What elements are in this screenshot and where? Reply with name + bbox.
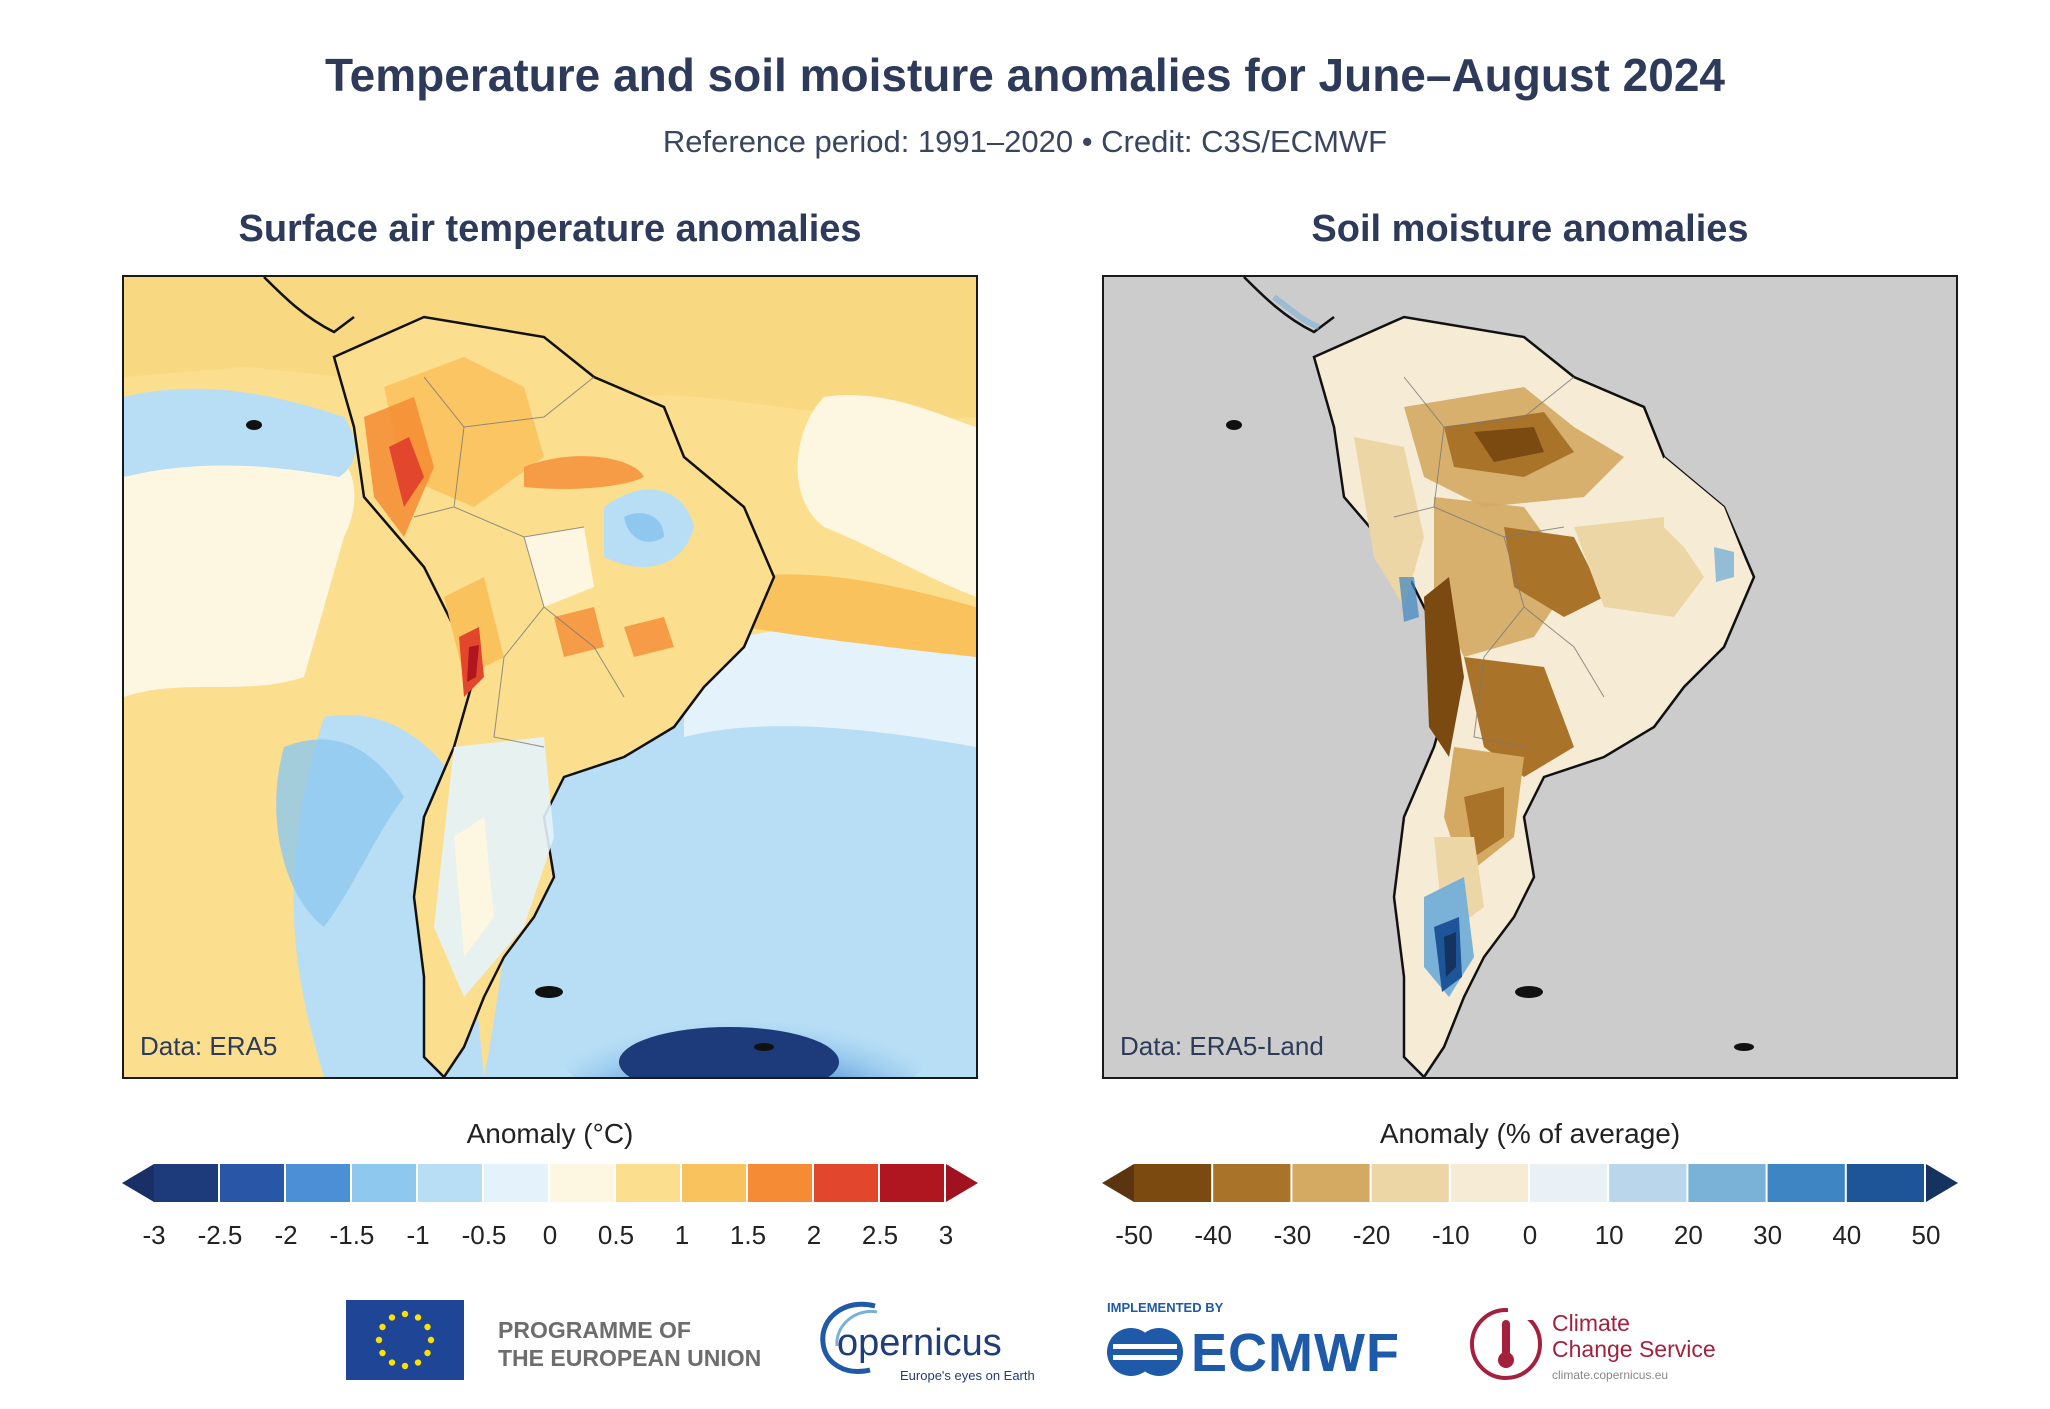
- soil-colorbar-tick-label: -50: [1115, 1220, 1153, 1250]
- soil-colorbar-tick-label: -10: [1432, 1220, 1470, 1250]
- copernicus-logo: opernicus Europe's eyes on Earth: [815, 1298, 1045, 1388]
- dry-anomaly-andes: [1424, 577, 1464, 757]
- temperature-colorbar-tick-label: -3: [142, 1220, 166, 1250]
- soil-colorbar-swatch: [1688, 1164, 1766, 1202]
- soil-colorbar-swatch: [1292, 1164, 1370, 1202]
- soil-panel-title: Soil moisture anomalies: [1311, 208, 1749, 250]
- eu-star-icon: [388, 1314, 396, 1321]
- temperature-colorbar-swatch: [220, 1164, 284, 1202]
- c3s-url: climate.copernicus.eu: [1552, 1368, 1669, 1382]
- temperature-colorbar-tick-label: 2.5: [861, 1220, 899, 1250]
- temperature-colorbar-tick-label: -1.5: [329, 1220, 375, 1250]
- temperature-colorbar-swatch: [154, 1164, 218, 1202]
- pale-pacific-region: [124, 437, 355, 697]
- eu-star-icon: [427, 1336, 435, 1344]
- eu-star-icon: [401, 1310, 409, 1318]
- temperature-colorbar-swatch: [616, 1164, 680, 1202]
- eu-star-icon: [375, 1336, 383, 1344]
- temperature-colorbar-swatch: [814, 1164, 878, 1202]
- eu-flag-logo: [346, 1300, 464, 1380]
- eu-star-icon: [388, 1359, 396, 1366]
- temperature-colorbar-title: Anomaly (°C): [466, 1118, 634, 1149]
- main-title: Temperature and soil moisture anomalies …: [325, 49, 1725, 101]
- soil-colorbar-swatch: [1450, 1164, 1528, 1202]
- soil-colorbar-swatch: [1213, 1164, 1291, 1202]
- cool-pacific-band: [124, 388, 356, 477]
- temperature-colorbar-tick-label: 1.5: [729, 1220, 767, 1250]
- implemented-by-text: IMPLEMENTED BY: [1107, 1300, 1224, 1315]
- ecmwf-emblem-icon: [1107, 1328, 1183, 1376]
- temperature-colorbar: [122, 1164, 978, 1202]
- soil-moisture-colorbar: [1102, 1164, 1958, 1202]
- c3s-line2: Change Service: [1552, 1336, 1716, 1362]
- ecmwf-wordmark: ECMWF: [1191, 1323, 1400, 1383]
- temperature-panel-title: Surface air temperature anomalies: [238, 208, 862, 250]
- temperature-data-source: Data: ERA5: [140, 1031, 278, 1061]
- pale-ocean-region: [797, 394, 976, 597]
- soil-colorbar-tick-label: -20: [1352, 1220, 1391, 1250]
- eu-text-line2: THE EUROPEAN UNION: [498, 1345, 762, 1371]
- soil-colorbar-title: Anomaly (% of average): [1379, 1118, 1681, 1149]
- temperature-colorbar-tick-label: -2.5: [197, 1220, 243, 1250]
- temperature-colorbar-swatch: [682, 1164, 746, 1202]
- soil-colorbar-tick-label: 40: [1832, 1220, 1862, 1250]
- eu-text-line1: PROGRAMME OF: [498, 1317, 691, 1343]
- temperature-colorbar-swatch: [418, 1164, 482, 1202]
- temperature-colorbar-tick-label: -1: [406, 1220, 430, 1250]
- eu-programme-text: PROGRAMME OF THE EUROPEAN UNION: [498, 1316, 761, 1372]
- soil-colorbar-swatch: [1767, 1164, 1845, 1202]
- temperature-colorbar-tick-label: -2: [274, 1220, 298, 1250]
- soil-colorbar-swatch: [1371, 1164, 1449, 1202]
- temperature-colorbar-tick-label: 2: [806, 1220, 822, 1250]
- temperature-colorbar-swatch: [550, 1164, 614, 1202]
- soil-data-source: Data: ERA5-Land: [1120, 1031, 1324, 1061]
- copernicus-swoosh-icon: [820, 1301, 878, 1374]
- soil-colorbar-swatch: [1530, 1164, 1608, 1202]
- eu-star-icon: [401, 1362, 409, 1370]
- temperature-colorbar-tick-label: -0.5: [461, 1220, 507, 1250]
- soil-colorbar-tick-label: 30: [1753, 1220, 1783, 1250]
- eu-star-icon: [424, 1323, 431, 1331]
- ecmwf-logo: IMPLEMENTED BY ECMWF: [1105, 1300, 1425, 1390]
- copernicus-wordmark: opernicus: [837, 1322, 1002, 1364]
- soil-colorbar-tick-label: -40: [1194, 1220, 1232, 1250]
- soil-colorbar-swatch: [1846, 1164, 1924, 1202]
- temperature-colorbar-tick-label: 0.5: [597, 1220, 635, 1250]
- temperature-colorbar-swatch: [748, 1164, 812, 1202]
- soil-colorbar-swatch: [1134, 1164, 1212, 1202]
- soil-colorbar-tick-label: 50: [1911, 1220, 1941, 1250]
- temperature-colorbar-tick-label: 1: [674, 1220, 690, 1250]
- temperature-colorbar-swatch: [880, 1164, 944, 1202]
- temperature-colorbar-under-arrow: [122, 1164, 154, 1202]
- thermometer-icon: [1470, 1306, 1544, 1380]
- c3s-wordmark: Climate Change Service: [1552, 1310, 1716, 1362]
- eu-star-icon: [424, 1349, 431, 1357]
- soil-colorbar-swatch: [1609, 1164, 1687, 1202]
- temperature-colorbar-swatch: [484, 1164, 548, 1202]
- temperature-colorbar-tick-label: 3: [938, 1220, 954, 1250]
- temperature-colorbar-swatch: [352, 1164, 416, 1202]
- soil-moisture-anomaly-map: Data: ERA5-Land: [1102, 275, 1958, 1079]
- c3s-line1: Climate: [1552, 1310, 1630, 1336]
- soil-colorbar-over-arrow: [1926, 1164, 1958, 1202]
- soil-colorbar-tick-label: 20: [1673, 1220, 1703, 1250]
- soil-colorbar-tick-label: -30: [1273, 1220, 1312, 1250]
- temperature-anomaly-map: Data: ERA5: [122, 275, 978, 1079]
- subtitle: Reference period: 1991–2020 • Credit: C3…: [662, 124, 1388, 159]
- climate-change-service-logo: Climate Change Service climate.copernicu…: [1468, 1302, 1728, 1392]
- temperature-colorbar-swatch: [286, 1164, 350, 1202]
- temperature-colorbar-tick-label: 0: [542, 1220, 558, 1250]
- eu-star-icon: [379, 1323, 386, 1331]
- eu-star-icon: [414, 1314, 422, 1321]
- copernicus-tagline: Europe's eyes on Earth: [900, 1368, 1035, 1383]
- soil-colorbar-tick-label: 0: [1522, 1220, 1538, 1250]
- eu-star-icon: [414, 1359, 422, 1366]
- temperature-colorbar-over-arrow: [946, 1164, 978, 1202]
- eu-star-icon: [379, 1349, 386, 1357]
- soil-colorbar-tick-label: 10: [1594, 1220, 1624, 1250]
- soil-colorbar-under-arrow: [1102, 1164, 1134, 1202]
